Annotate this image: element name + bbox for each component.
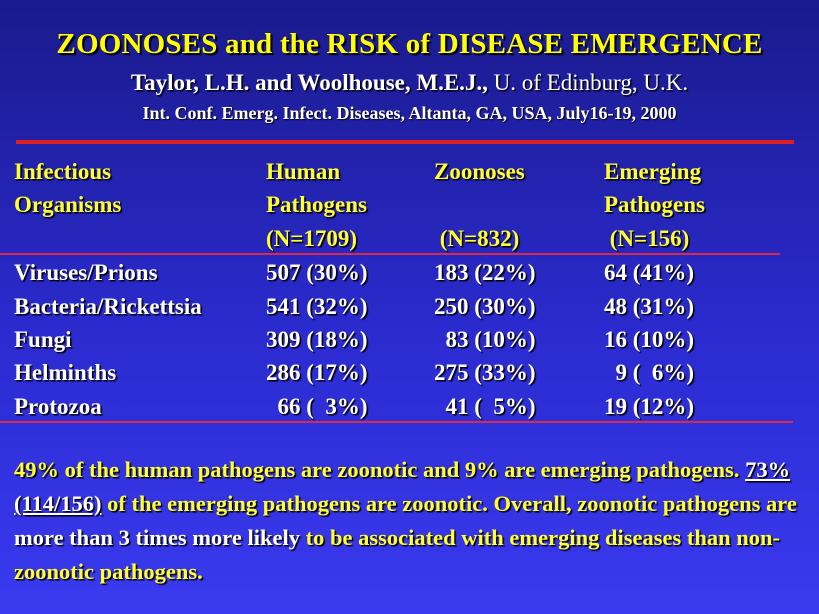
- authors-line: Taylor, L.H. and Woolhouse, M.E.J., U. o…: [0, 70, 819, 96]
- summary-text: 49% of the human pathogens are zoonotic …: [14, 457, 746, 482]
- row-human: 66 ( 3%): [266, 394, 368, 419]
- row-organism: Viruses/Prions: [14, 260, 158, 285]
- row-organism: Fungi: [14, 327, 72, 352]
- header-organisms-2: Organisms: [14, 192, 122, 217]
- row-human: 286 (17%): [266, 360, 368, 385]
- row-emerging: 16 (10%): [604, 327, 695, 352]
- header-human-1: Human: [266, 159, 341, 184]
- summary-highlight: more than 3 times more likely: [14, 525, 306, 550]
- row-human: 507 (30%): [266, 260, 368, 285]
- row-human: 541 (32%): [266, 294, 368, 319]
- row-organism: Protozoa: [14, 394, 102, 419]
- conference-line: Int. Conf. Emerg. Infect. Diseases, Alta…: [142, 103, 677, 123]
- title-divider: [16, 140, 794, 144]
- summary-text: Overall, zoonotic pathogens are: [493, 491, 797, 516]
- header-zoonoses-1: Zoonoses: [434, 159, 525, 184]
- header-emerging-2: Pathogens: [604, 192, 705, 217]
- row-zoonoses: 275 (33%): [434, 360, 536, 385]
- row-emerging: 19 (12%): [604, 394, 695, 419]
- header-organisms-1: Infectious: [14, 159, 112, 184]
- slide-title: ZOONOSES and the RISK of DISEASE EMERGEN…: [56, 28, 763, 60]
- row-zoonoses: 183 (22%): [434, 260, 536, 285]
- summary-highlight: 73% (114/156): [14, 457, 791, 516]
- row-zoonoses: 83 (10%): [434, 327, 536, 352]
- authors-names: Taylor, L.H. and Woolhouse, M.E.J.,: [130, 70, 488, 95]
- row-emerging: 64 (41%): [604, 260, 695, 285]
- row-emerging: 48 (31%): [604, 294, 695, 319]
- summary-paragraph: 49% of the human pathogens are zoonotic …: [14, 453, 804, 589]
- row-zoonoses: 41 ( 5%): [434, 394, 536, 419]
- header-emerging-3: (N=156): [604, 226, 690, 251]
- row-zoonoses: 250 (30%): [434, 294, 536, 319]
- summary-text: to be associated with emerging diseases …: [14, 525, 781, 584]
- row-human: 309 (18%): [266, 327, 368, 352]
- header-human-3: (N=1709): [266, 226, 358, 251]
- authors-affiliation: U. of Edinburg, U.K.: [487, 70, 689, 95]
- header-divider: [0, 253, 780, 255]
- header-human-2: Pathogens: [266, 192, 367, 217]
- row-organism: Helminths: [14, 360, 117, 385]
- header-emerging-1: Emerging: [604, 159, 702, 184]
- header-zoonoses-3: (N=832): [434, 226, 520, 251]
- row-emerging: 9 ( 6%): [604, 360, 695, 385]
- summary-text: of the emerging pathogens are zoonotic.: [101, 491, 494, 516]
- table-bottom-divider: [0, 421, 793, 423]
- row-organism: Bacteria/Rickettsia: [14, 294, 202, 319]
